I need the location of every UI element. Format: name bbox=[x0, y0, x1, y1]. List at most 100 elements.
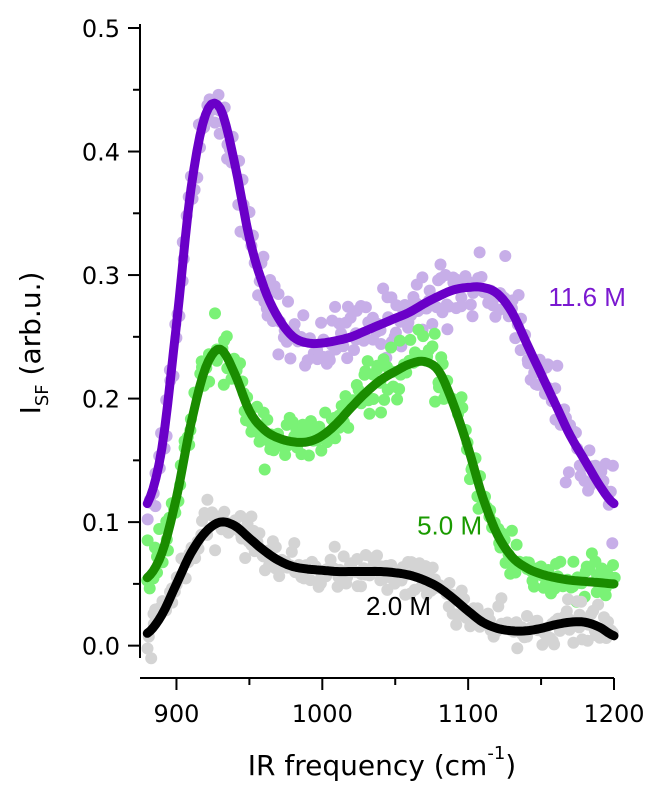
data-point bbox=[423, 284, 436, 297]
data-point bbox=[511, 642, 524, 655]
data-point bbox=[258, 463, 271, 476]
fit-line bbox=[142, 517, 619, 641]
y-tick-label: 0.4 bbox=[82, 139, 120, 167]
data-point bbox=[208, 116, 221, 129]
data-point bbox=[220, 330, 233, 343]
data-point bbox=[371, 549, 383, 562]
data-point bbox=[218, 505, 231, 518]
data-point bbox=[273, 570, 286, 583]
data-point bbox=[143, 582, 156, 595]
series-label: 11.6 M bbox=[548, 282, 626, 312]
data-point bbox=[426, 318, 439, 330]
y-tick-label: 0.3 bbox=[82, 262, 120, 290]
data-point bbox=[592, 598, 605, 611]
data-point bbox=[272, 348, 285, 361]
data-point bbox=[355, 580, 367, 593]
y-tick-label: 0.2 bbox=[82, 386, 120, 414]
axes-layer: 0.0 0.1 0.2 0.3 0.4 0.5 900 1000 1100 1200 IR freq… bbox=[14, 15, 645, 782]
data-point bbox=[329, 300, 342, 313]
y-tick-label: 0.0 bbox=[82, 633, 120, 661]
data-point bbox=[234, 357, 246, 370]
series-label: 2.0 M bbox=[366, 591, 431, 621]
data-point bbox=[551, 359, 564, 372]
data-point bbox=[606, 537, 619, 550]
data-point bbox=[417, 330, 430, 343]
data-point bbox=[426, 561, 439, 574]
fit-layer bbox=[142, 98, 619, 641]
data-point bbox=[282, 295, 294, 308]
data-point bbox=[434, 258, 447, 271]
data-point bbox=[341, 352, 354, 365]
data-point bbox=[607, 559, 619, 572]
data-point bbox=[363, 407, 376, 420]
data-point bbox=[493, 303, 506, 316]
fit-line bbox=[142, 344, 619, 589]
data-point bbox=[528, 580, 540, 593]
data-point bbox=[328, 540, 341, 553]
data-point bbox=[288, 537, 301, 550]
data-point bbox=[455, 391, 468, 404]
data-point bbox=[315, 444, 328, 457]
data-point bbox=[450, 618, 463, 631]
x-tick-label: 1100 bbox=[438, 700, 499, 728]
data-point bbox=[348, 344, 360, 356]
data-point bbox=[521, 610, 533, 622]
data-point bbox=[428, 327, 441, 340]
data-point bbox=[554, 555, 567, 568]
data-point bbox=[141, 642, 154, 655]
data-point bbox=[393, 383, 406, 396]
data-point bbox=[323, 354, 336, 367]
data-point bbox=[141, 513, 154, 526]
data-point bbox=[466, 310, 479, 323]
data-point bbox=[562, 466, 575, 479]
data-point bbox=[495, 592, 508, 605]
data-point bbox=[385, 341, 397, 354]
data-point bbox=[253, 527, 266, 540]
data-point bbox=[209, 544, 222, 557]
data-point bbox=[499, 250, 512, 262]
y-tick-label: 0.1 bbox=[82, 509, 120, 537]
data-point bbox=[426, 340, 439, 353]
data-point bbox=[212, 88, 225, 101]
data-point bbox=[404, 333, 417, 346]
data-point bbox=[201, 493, 214, 506]
data-point bbox=[375, 406, 387, 419]
data-point bbox=[153, 523, 166, 535]
data-point bbox=[245, 510, 258, 523]
data-point bbox=[261, 413, 274, 426]
data-point bbox=[455, 291, 468, 304]
data-point bbox=[257, 250, 270, 263]
data-point bbox=[559, 476, 572, 489]
data-point bbox=[269, 541, 282, 554]
data-point bbox=[475, 271, 488, 283]
fit-line bbox=[142, 98, 619, 509]
data-point bbox=[464, 298, 477, 311]
data-point bbox=[141, 534, 154, 547]
data-point bbox=[234, 510, 247, 522]
data-point bbox=[342, 421, 355, 434]
data-point bbox=[606, 459, 619, 472]
data-point bbox=[455, 300, 468, 313]
data-point bbox=[279, 449, 292, 461]
data-point bbox=[416, 271, 429, 284]
data-point bbox=[329, 432, 342, 445]
data-point bbox=[302, 449, 315, 462]
data-point bbox=[391, 393, 404, 406]
data-point bbox=[378, 393, 391, 406]
data-point bbox=[284, 352, 297, 365]
data-point bbox=[443, 577, 456, 589]
data-point bbox=[213, 127, 226, 140]
data-point bbox=[505, 524, 518, 537]
data-point bbox=[239, 552, 252, 564]
data-point bbox=[359, 301, 372, 314]
data-point bbox=[145, 652, 158, 665]
data-point bbox=[315, 316, 328, 329]
data-point bbox=[209, 307, 221, 320]
y-tick-label: 0.5 bbox=[82, 15, 120, 43]
data-point bbox=[548, 638, 561, 651]
data-point bbox=[567, 555, 580, 568]
data-point bbox=[510, 538, 523, 551]
data-point bbox=[393, 334, 406, 347]
data-point bbox=[562, 593, 574, 606]
